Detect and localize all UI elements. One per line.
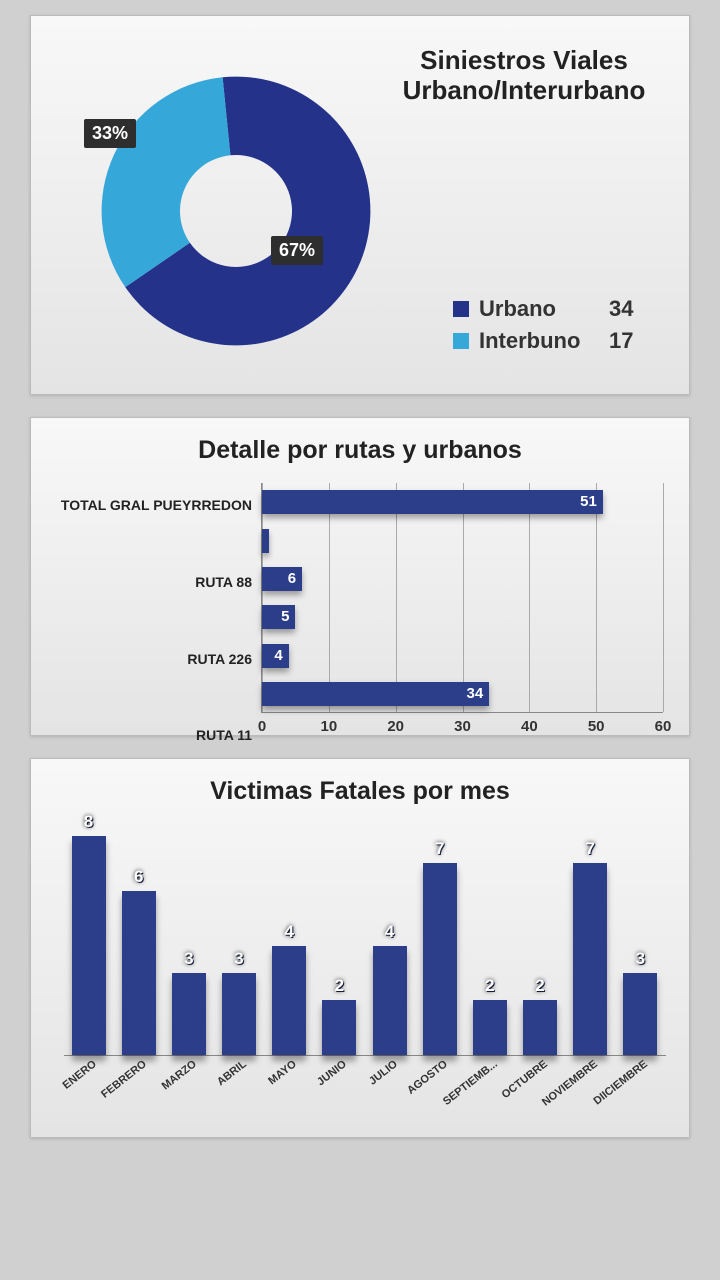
- hbar-bar: 6RUTA 226: [262, 567, 302, 591]
- vbar-value-label: 3: [184, 949, 193, 969]
- vbar-x-label: FEBRERO: [99, 1058, 149, 1101]
- vbar-value-label: 4: [284, 922, 293, 942]
- x-axis-label: 50: [588, 718, 605, 735]
- vbar-x-label: JULIO: [366, 1058, 399, 1087]
- vbar-x-label: ABRIL: [215, 1058, 249, 1088]
- donut-chart-panel: Siniestros Viales Urbano/Interurbano 67%…: [30, 15, 690, 395]
- donut-slice-label: 67%: [271, 236, 323, 265]
- hbar-value-label: 4: [274, 647, 282, 664]
- vbar-bar: 4: [272, 946, 306, 1056]
- legend-swatch: [453, 301, 469, 317]
- gridline: [262, 483, 263, 712]
- vbar-x-label: JUNIO: [315, 1058, 349, 1088]
- vbar-title: Victimas Fatales por mes: [49, 777, 671, 806]
- vbar-x-label: DIICIEMBRE: [592, 1058, 650, 1107]
- legend-value: 17: [609, 328, 649, 354]
- gridline: [396, 483, 397, 712]
- vbar-bar: 3: [623, 973, 657, 1055]
- donut-legend: Urbano34Interbuno17: [453, 290, 649, 354]
- vbar-bar: 2: [473, 1000, 507, 1055]
- hbar-chart-panel: Detalle por rutas y urbanos 010203040506…: [30, 417, 690, 736]
- x-axis-label: 60: [655, 718, 672, 735]
- gridline: [329, 483, 330, 712]
- hbar-bar: 51TOTAL GRAL PUEYRREDON: [262, 490, 603, 514]
- vbar-value-label: 8: [84, 812, 93, 832]
- hbar-value-label: 6: [288, 570, 296, 587]
- vbar-x-label: MARZO: [160, 1058, 199, 1092]
- gridline: [596, 483, 597, 712]
- legend-label: Urbano: [479, 296, 609, 322]
- hbar-value-label: 5: [281, 608, 289, 625]
- x-axis-label: 40: [521, 718, 538, 735]
- gridline: [529, 483, 530, 712]
- x-axis-label: 0: [258, 718, 266, 735]
- vbar-value-label: 2: [535, 976, 544, 996]
- hbar-category-label: RUTA 226: [52, 651, 252, 667]
- hbar-category-label: TOTAL GRAL PUEYRREDON: [52, 497, 252, 513]
- vbar-x-label: ENERO: [60, 1058, 98, 1092]
- legend-value: 34: [609, 296, 649, 322]
- x-axis-label: 20: [387, 718, 404, 735]
- vbar-x-label: MAYO: [266, 1058, 299, 1087]
- vbar-plot-area: 8ENERO6FEBRERO3MARZO3ABRIL4MAYO2JUNIO4JU…: [64, 836, 666, 1056]
- vbar-value-label: 2: [485, 976, 494, 996]
- vbar-bar: 2: [523, 1000, 557, 1055]
- hbar-category-label: RUTA 88: [52, 574, 252, 590]
- hbar-title: Detalle por rutas y urbanos: [51, 436, 669, 465]
- vbar-value-label: 2: [335, 976, 344, 996]
- vbar-bar: 4: [373, 946, 407, 1056]
- vbar-x-label: OCTUBRE: [500, 1058, 550, 1101]
- hbar-value-label: 34: [467, 685, 484, 702]
- vbar-value-label: 3: [636, 949, 645, 969]
- x-axis-label: 30: [454, 718, 471, 735]
- vbar-x-label: SEPTIEMB...: [441, 1058, 500, 1108]
- donut-chart: 67%33%: [96, 71, 376, 351]
- vbar-value-label: 7: [585, 839, 594, 859]
- vbar-value-label: 7: [435, 839, 444, 859]
- legend-item: Urbano34: [453, 296, 649, 322]
- vbar-bar: 8: [72, 836, 106, 1055]
- x-axis-label: 10: [320, 718, 337, 735]
- vbar-x-label: AGOSTO: [405, 1058, 450, 1097]
- hbar-value-label: 51: [580, 493, 597, 510]
- vbar-value-label: 4: [385, 922, 394, 942]
- vbar-chart-panel: Victimas Fatales por mes 8ENERO6FEBRERO3…: [30, 758, 690, 1138]
- vbar-bar: 2: [322, 1000, 356, 1055]
- vbar-bar: 3: [172, 973, 206, 1055]
- legend-label: Interbuno: [479, 328, 609, 354]
- hbar-plot-area: 010203040506051TOTAL GRAL PUEYRREDONRUTA…: [261, 483, 663, 713]
- hbar-bar: 34URBANO: [262, 682, 489, 706]
- legend-item: Interbuno17: [453, 328, 649, 354]
- hbar-bar: RUTA 88: [262, 529, 269, 553]
- hbar-category-label: RUTA 11: [52, 727, 252, 743]
- gridline: [463, 483, 464, 712]
- vbar-bar: 7: [423, 863, 457, 1055]
- legend-swatch: [453, 333, 469, 349]
- hbar-bar: 4RUTA 2: [262, 644, 289, 668]
- donut-slice-label: 33%: [84, 119, 136, 148]
- vbar-bar: 6: [122, 891, 156, 1055]
- hbar-bar: 5RUTA 11: [262, 605, 295, 629]
- gridline: [663, 483, 664, 712]
- vbar-value-label: 3: [234, 949, 243, 969]
- donut-title: Siniestros Viales Urbano/Interurbano: [389, 46, 659, 106]
- vbar-value-label: 6: [134, 867, 143, 887]
- vbar-bar: 7: [573, 863, 607, 1055]
- vbar-bar: 3: [222, 973, 256, 1055]
